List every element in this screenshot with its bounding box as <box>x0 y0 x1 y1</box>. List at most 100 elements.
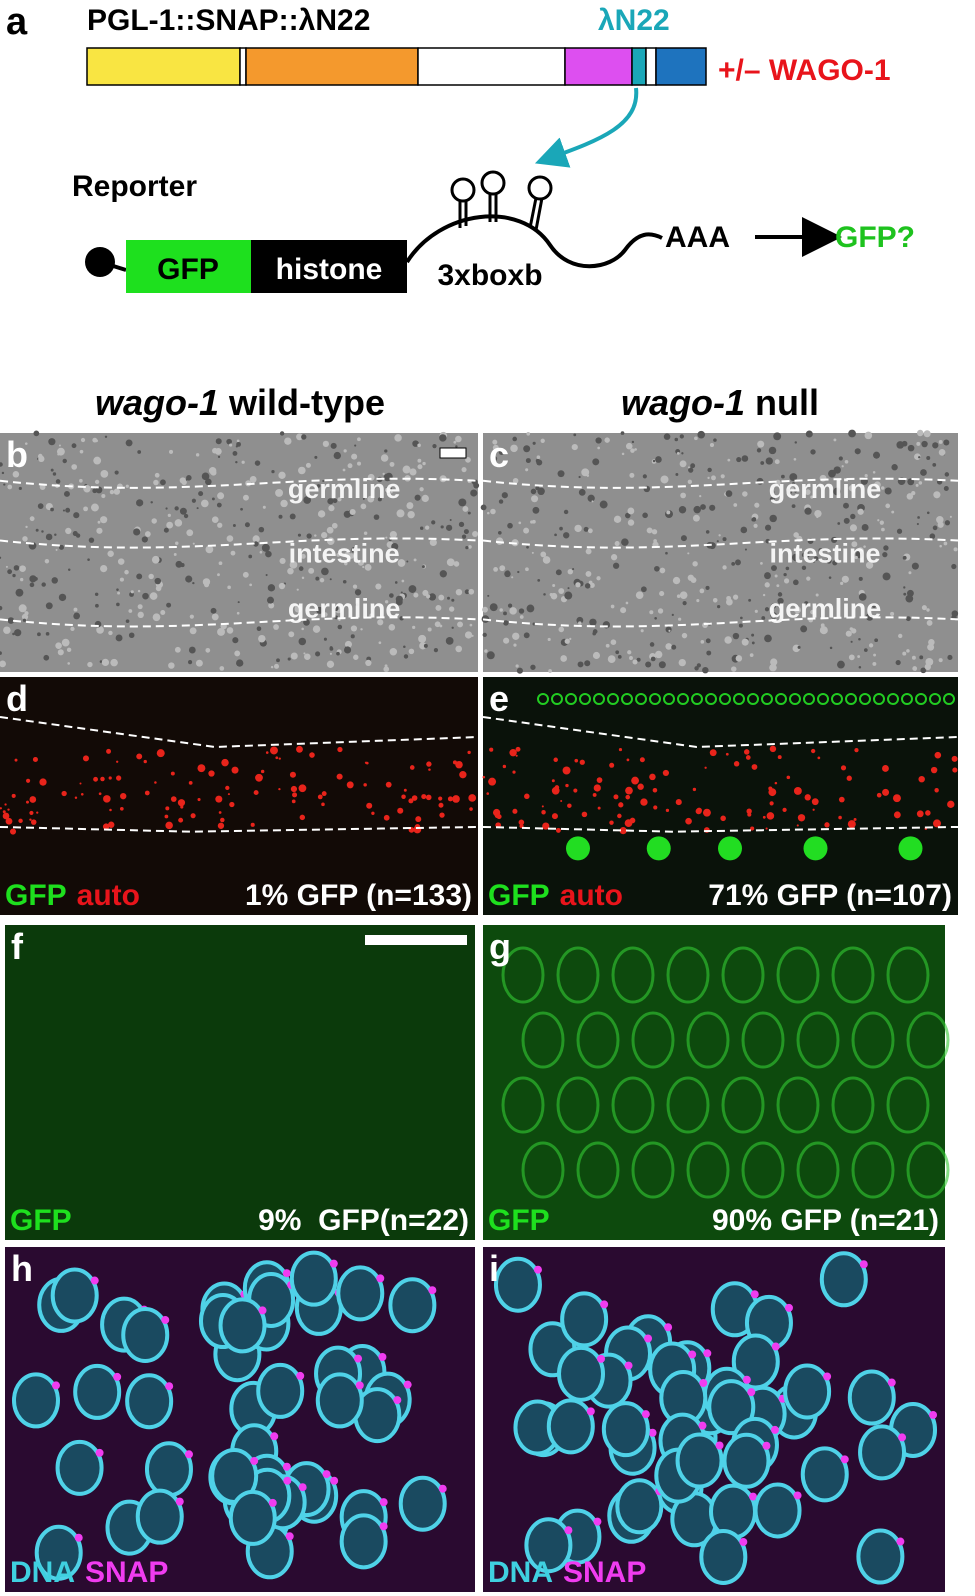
texture <box>3 626 11 634</box>
autofluorescence <box>704 766 707 769</box>
texture <box>896 441 905 449</box>
texture <box>174 646 181 653</box>
autofluorescence <box>220 817 225 823</box>
scale-bar <box>439 447 467 459</box>
texture <box>726 598 733 606</box>
nucleus <box>73 1363 122 1420</box>
autofluorescence <box>762 815 766 819</box>
autofluorescence <box>745 755 751 760</box>
texture <box>567 587 570 590</box>
autofluorescence <box>518 819 525 826</box>
texture <box>455 588 463 596</box>
texture <box>465 545 469 550</box>
texture <box>236 439 240 443</box>
nucleus <box>631 1011 675 1069</box>
texture <box>783 578 790 584</box>
nucleus <box>847 1369 896 1426</box>
boxb-loops <box>450 170 553 231</box>
autofluorescence <box>108 821 115 828</box>
autofluorescence <box>39 778 47 786</box>
texture <box>44 559 50 564</box>
nucleus <box>886 946 930 1004</box>
autofluorescence <box>100 776 105 782</box>
texture <box>206 578 209 581</box>
texture <box>712 598 718 603</box>
autofluorescence <box>838 815 842 820</box>
texture <box>273 624 279 630</box>
texture <box>230 550 236 556</box>
texture <box>814 509 822 518</box>
texture <box>87 661 93 668</box>
texture <box>266 596 274 604</box>
texture <box>384 600 389 604</box>
texture <box>432 444 437 449</box>
texture <box>342 579 347 584</box>
texture <box>301 576 305 580</box>
texture <box>530 664 536 670</box>
autofluorescence <box>346 781 354 789</box>
texture <box>572 568 575 571</box>
texture <box>337 497 342 502</box>
autofluorescence <box>29 818 32 821</box>
autofluorescence <box>916 810 924 818</box>
texture <box>254 460 261 466</box>
autofluorescence <box>609 762 615 768</box>
texture <box>232 637 239 644</box>
texture <box>649 610 654 615</box>
texture <box>864 431 873 440</box>
texture <box>497 530 502 535</box>
texture <box>319 577 325 583</box>
texture <box>885 503 891 509</box>
image <box>483 433 958 672</box>
texture <box>412 625 416 630</box>
texture <box>611 640 616 644</box>
texture <box>757 440 765 448</box>
snap-granule <box>586 1407 595 1416</box>
texture <box>265 574 268 577</box>
texture <box>748 598 752 602</box>
snap-granule <box>593 1517 602 1526</box>
texture <box>700 640 705 644</box>
autofluorescence <box>413 825 422 834</box>
nucleus <box>398 1475 447 1532</box>
texture <box>709 442 715 448</box>
texture <box>253 541 259 547</box>
texture <box>58 593 67 602</box>
texture <box>666 510 671 515</box>
texture <box>706 650 712 656</box>
texture <box>732 594 739 600</box>
texture <box>868 643 874 648</box>
texture <box>525 458 531 464</box>
autofluorescence <box>617 813 622 819</box>
texture <box>532 441 536 445</box>
autofluorescence <box>26 800 29 804</box>
autofluorescence <box>397 807 404 814</box>
texture <box>858 593 867 601</box>
autofluorescence <box>512 808 518 814</box>
texture <box>462 506 469 512</box>
texture <box>761 616 766 620</box>
texture <box>727 458 731 462</box>
texture <box>188 646 196 654</box>
texture <box>417 458 422 463</box>
texture <box>896 528 903 534</box>
texture <box>413 592 419 598</box>
texture <box>287 567 294 575</box>
texture <box>414 494 421 501</box>
texture <box>858 665 862 669</box>
autofluorescence <box>452 760 457 765</box>
texture <box>402 465 411 474</box>
texture <box>298 637 307 646</box>
snap-granule <box>330 1476 339 1485</box>
autofluorescence <box>93 776 98 782</box>
texture <box>581 468 590 477</box>
texture <box>926 511 930 515</box>
channel-label: SNAP <box>85 1556 168 1589</box>
genotype: null <box>755 382 819 423</box>
autofluorescence <box>120 792 127 800</box>
texture <box>943 439 950 446</box>
texture <box>270 665 274 669</box>
texture <box>525 468 529 472</box>
texture <box>19 565 26 573</box>
texture <box>512 436 518 442</box>
